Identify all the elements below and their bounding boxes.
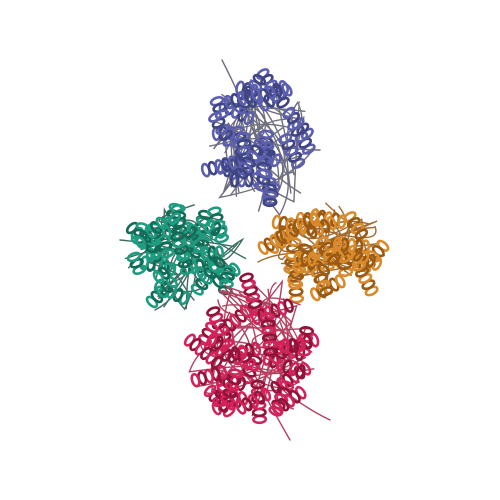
- helix-turn: [206, 306, 221, 317]
- helix-turn: [152, 270, 165, 284]
- helix-turn: [212, 256, 226, 269]
- helix-turn: [243, 111, 255, 126]
- helix-turn: [203, 384, 217, 398]
- helix-turn: [235, 400, 247, 415]
- helix-turn: [307, 251, 317, 267]
- helix-turn: [250, 87, 261, 102]
- helix-turn: [263, 347, 279, 357]
- helix-turn: [289, 338, 300, 354]
- helix-turn: [225, 125, 236, 141]
- helix-turn: [214, 109, 230, 120]
- helix-turn: [139, 255, 150, 271]
- chain-teal-domain: [119, 202, 247, 311]
- helix-turn: [250, 379, 266, 390]
- chain-crimson-domain: [183, 272, 331, 441]
- helix-turn: [278, 133, 293, 145]
- helix-turn: [276, 96, 290, 109]
- helix-turn: [229, 172, 240, 188]
- helix-turn: [262, 197, 278, 208]
- helix-turn: [190, 372, 201, 388]
- helix-turn: [205, 321, 219, 334]
- helix-turn: [208, 111, 222, 123]
- helix-turn: [168, 212, 181, 226]
- coil-loop: [224, 284, 258, 349]
- helix-turn: [270, 153, 282, 168]
- helix-turn: [234, 167, 249, 180]
- helix-turn: [230, 345, 241, 361]
- helix-turn: [258, 129, 274, 140]
- helix-turn: [317, 263, 331, 276]
- helix-turn: [239, 304, 253, 319]
- helix-turn: [283, 298, 294, 313]
- helix-turn: [126, 251, 142, 263]
- helix-turn: [239, 272, 254, 283]
- helix-turn: [280, 338, 290, 354]
- chain-blue-domain: [200, 59, 321, 217]
- helix-turn: [228, 368, 244, 379]
- helix-turn: [204, 218, 215, 234]
- helix-turn: [206, 332, 218, 348]
- helix-turn: [318, 286, 334, 297]
- helix-turn: [130, 235, 146, 246]
- helix-turn: [327, 253, 341, 265]
- helix-turn: [332, 236, 343, 252]
- helix-turn: [170, 231, 185, 242]
- helix-turn: [155, 216, 168, 230]
- helix-turn: [271, 401, 284, 416]
- helix-turn: [214, 233, 230, 244]
- helix-turn: [334, 274, 346, 289]
- helix-turn: [295, 364, 306, 379]
- helix-turn: [258, 168, 273, 179]
- helix-turn: [351, 260, 366, 272]
- helix-turn: [159, 248, 175, 259]
- helix-turn: [337, 214, 347, 230]
- helix-turn: [309, 212, 320, 228]
- chain-orange-domain: [257, 202, 390, 304]
- helix-turn: [286, 237, 302, 247]
- helix-turn: [354, 228, 369, 241]
- helix-turn: [299, 326, 315, 336]
- coil-loop: [217, 106, 314, 199]
- helix-turn: [252, 73, 267, 86]
- helix-turn: [282, 106, 296, 119]
- helix-turn: [237, 391, 249, 406]
